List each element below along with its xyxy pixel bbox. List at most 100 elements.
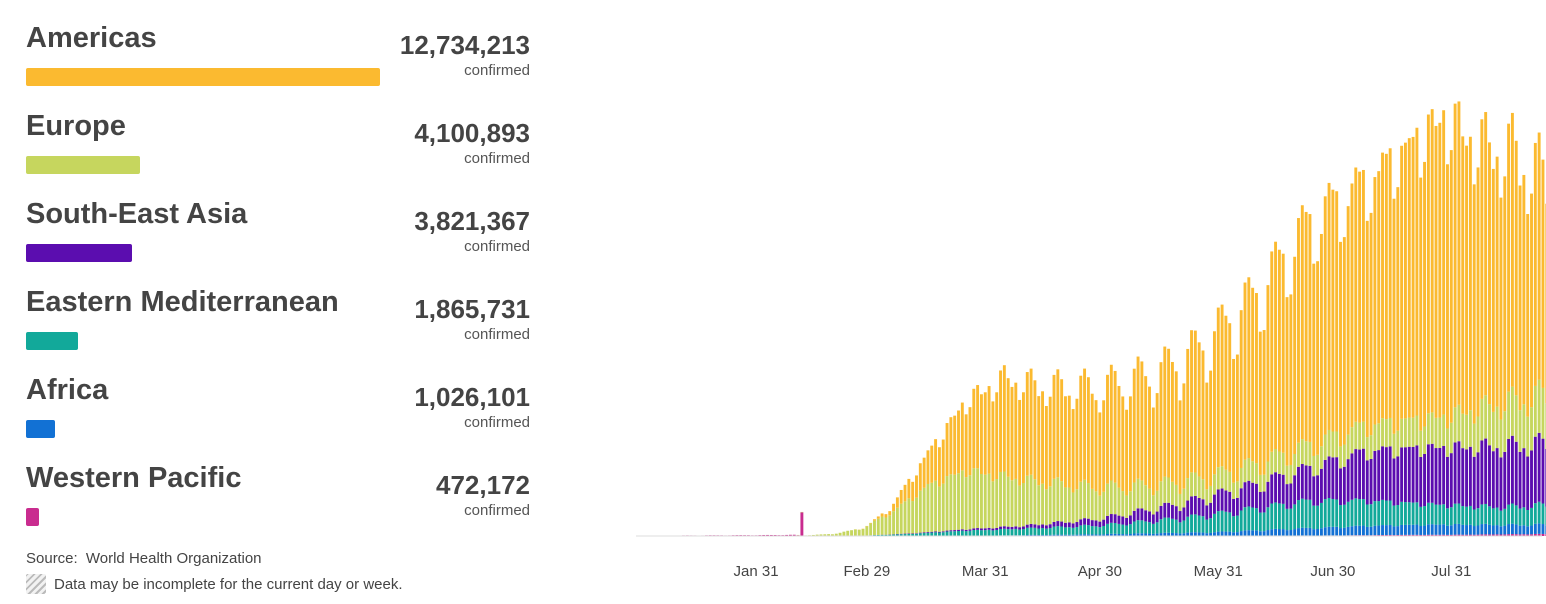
bar-segment[interactable] bbox=[1339, 528, 1342, 536]
bar-segment[interactable] bbox=[960, 530, 964, 536]
bar-segment[interactable] bbox=[1113, 533, 1117, 536]
bar-segment[interactable] bbox=[1457, 534, 1461, 536]
bar-segment[interactable] bbox=[1468, 446, 1472, 506]
bar-segment[interactable] bbox=[892, 511, 896, 535]
bar-segment[interactable] bbox=[1048, 396, 1052, 487]
bar-segment[interactable] bbox=[1255, 530, 1258, 536]
bar-segment[interactable] bbox=[869, 523, 873, 536]
bar-segment[interactable] bbox=[1335, 191, 1339, 432]
bar-segment[interactable] bbox=[1297, 528, 1300, 536]
bar-segment[interactable] bbox=[1071, 409, 1075, 493]
bar-segment[interactable] bbox=[1369, 526, 1373, 536]
bar-segment[interactable] bbox=[1323, 459, 1327, 500]
bar-segment[interactable] bbox=[1430, 109, 1434, 413]
bar-segment[interactable] bbox=[1297, 442, 1300, 467]
bar-segment[interactable] bbox=[1289, 464, 1293, 484]
bar-segment[interactable] bbox=[1457, 503, 1461, 524]
bar-segment[interactable] bbox=[915, 475, 918, 498]
bar-segment[interactable] bbox=[1426, 114, 1430, 414]
bar-segment[interactable] bbox=[1404, 502, 1407, 525]
bar-segment[interactable] bbox=[1396, 430, 1400, 457]
bar-segment[interactable] bbox=[838, 532, 842, 536]
bar-segment[interactable] bbox=[1029, 534, 1033, 536]
bar-segment[interactable] bbox=[1044, 489, 1048, 526]
bar-segment[interactable] bbox=[934, 532, 938, 536]
bar-segment[interactable] bbox=[1270, 474, 1274, 504]
bar-segment[interactable] bbox=[1102, 491, 1106, 520]
bar-segment[interactable] bbox=[987, 386, 991, 474]
bar-segment[interactable] bbox=[1392, 433, 1396, 459]
bar-segment[interactable] bbox=[1140, 520, 1144, 534]
bar-segment[interactable] bbox=[1285, 465, 1289, 485]
bar-segment[interactable] bbox=[1033, 534, 1037, 536]
bar-segment[interactable] bbox=[1491, 168, 1495, 412]
bar-segment[interactable] bbox=[907, 533, 911, 536]
bar-segment[interactable] bbox=[1426, 534, 1430, 536]
bar-segment[interactable] bbox=[918, 463, 922, 491]
bar-segment[interactable] bbox=[915, 533, 918, 536]
bar-segment[interactable] bbox=[1312, 529, 1316, 536]
bar-segment[interactable] bbox=[888, 515, 892, 535]
bar-segment[interactable] bbox=[1025, 475, 1029, 525]
bar-segment[interactable] bbox=[1232, 358, 1235, 483]
bar-segment[interactable] bbox=[1430, 412, 1434, 444]
bar-segment[interactable] bbox=[1323, 434, 1327, 460]
bar-segment[interactable] bbox=[1491, 534, 1495, 536]
bar-segment[interactable] bbox=[1232, 516, 1235, 533]
bar-segment[interactable] bbox=[1060, 481, 1064, 522]
bar-segment[interactable] bbox=[1327, 497, 1331, 527]
bar-segment[interactable] bbox=[1266, 285, 1270, 462]
bar-segment[interactable] bbox=[1174, 533, 1178, 536]
bar-segment[interactable] bbox=[1037, 525, 1041, 529]
bar-segment[interactable] bbox=[1064, 534, 1067, 536]
bar-segment[interactable] bbox=[1293, 504, 1297, 530]
bar-segment[interactable] bbox=[1476, 534, 1480, 536]
bar-segment[interactable] bbox=[937, 532, 941, 536]
bar-segment[interactable] bbox=[926, 532, 930, 536]
bar-segment[interactable] bbox=[999, 526, 1002, 529]
bar-segment[interactable] bbox=[1472, 423, 1476, 457]
bar-segment[interactable] bbox=[1281, 503, 1285, 530]
bar-segment[interactable] bbox=[1014, 526, 1018, 529]
bar-segment[interactable] bbox=[865, 526, 869, 536]
bar-segment[interactable] bbox=[949, 417, 953, 475]
bar-segment[interactable] bbox=[1022, 529, 1025, 536]
bar-segment[interactable] bbox=[1377, 501, 1381, 526]
bar-segment[interactable] bbox=[1128, 515, 1132, 525]
bar-segment[interactable] bbox=[880, 516, 884, 535]
bar-segment[interactable] bbox=[1293, 454, 1297, 476]
bar-segment[interactable] bbox=[1193, 495, 1197, 515]
bar-segment[interactable] bbox=[1530, 525, 1533, 535]
bar-segment[interactable] bbox=[1476, 508, 1480, 526]
bar-segment[interactable] bbox=[1213, 513, 1216, 533]
bar-segment[interactable] bbox=[1346, 434, 1350, 460]
bar-segment[interactable] bbox=[1319, 502, 1323, 529]
bar-segment[interactable] bbox=[1438, 504, 1442, 525]
bar-segment[interactable] bbox=[1117, 385, 1121, 488]
bar-segment[interactable] bbox=[1232, 532, 1235, 536]
bar-segment[interactable] bbox=[1022, 392, 1025, 484]
bar-segment[interactable] bbox=[1377, 423, 1381, 451]
bar-segment[interactable] bbox=[941, 439, 945, 484]
bar-segment[interactable] bbox=[1025, 524, 1029, 528]
bar-segment[interactable] bbox=[1442, 445, 1446, 505]
bar-segment[interactable] bbox=[823, 534, 827, 536]
region-row-europe[interactable]: Europe 4,100,893 confirmed bbox=[26, 88, 532, 176]
bar-segment[interactable] bbox=[853, 529, 857, 536]
bar-segment[interactable] bbox=[1407, 138, 1411, 418]
bar-segment[interactable] bbox=[1438, 524, 1442, 535]
bar-segment[interactable] bbox=[1186, 516, 1190, 533]
bar-segment[interactable] bbox=[1407, 446, 1411, 503]
bar-segment[interactable] bbox=[1144, 521, 1148, 534]
bar-segment[interactable] bbox=[995, 527, 999, 530]
bar-segment[interactable] bbox=[1331, 457, 1335, 500]
bar-segment[interactable] bbox=[1044, 535, 1048, 536]
bar-segment[interactable] bbox=[1022, 526, 1025, 530]
bar-segment[interactable] bbox=[968, 529, 972, 531]
bar-segment[interactable] bbox=[1530, 534, 1533, 536]
bar-segment[interactable] bbox=[926, 450, 930, 484]
bar-segment[interactable] bbox=[1190, 496, 1193, 515]
bar-segment[interactable] bbox=[1423, 534, 1426, 536]
bar-segment[interactable] bbox=[1220, 510, 1224, 532]
bar-segment[interactable] bbox=[1197, 476, 1201, 498]
